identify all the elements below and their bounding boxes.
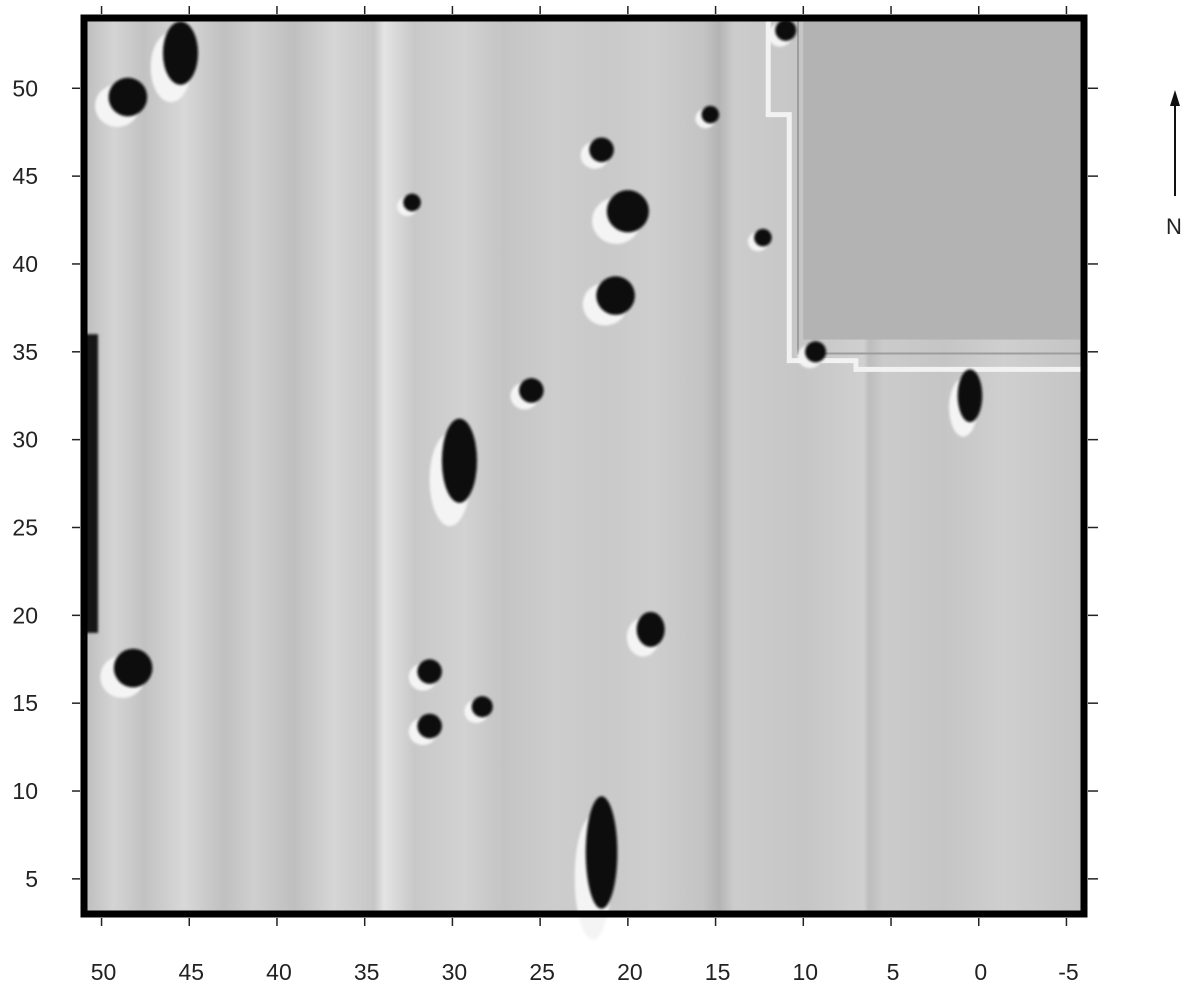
mask-edge-line bbox=[765, 18, 1084, 372]
x-tick-label: 5 bbox=[887, 959, 900, 985]
anomaly-mark bbox=[417, 659, 442, 684]
anomaly-mark bbox=[805, 341, 827, 363]
x-tick-label: 50 bbox=[91, 959, 117, 985]
anomaly-mark bbox=[957, 369, 983, 423]
anomaly-mark bbox=[162, 21, 199, 85]
anomaly-mark bbox=[417, 713, 442, 739]
north-arrow-head bbox=[1170, 90, 1180, 106]
x-tick-label: 10 bbox=[793, 959, 819, 985]
anomaly-mark bbox=[585, 796, 618, 909]
mask-shadow-line bbox=[797, 18, 1084, 355]
y-tick-label: 20 bbox=[12, 602, 38, 628]
y-tick-label: 50 bbox=[12, 75, 38, 101]
y-tick-label: 15 bbox=[12, 690, 38, 716]
anomaly-mark bbox=[606, 190, 649, 233]
gradiometer-plot bbox=[80, 14, 1088, 940]
anomaly-mark bbox=[636, 611, 665, 647]
x-tick-label: 15 bbox=[705, 959, 731, 985]
x-tick-label: 45 bbox=[178, 959, 204, 985]
anomaly-mark bbox=[113, 648, 153, 688]
y-tick-label: 30 bbox=[12, 427, 38, 453]
y-tick-label: 25 bbox=[12, 514, 38, 540]
anomaly-mark bbox=[403, 193, 421, 212]
y-tick-label: 10 bbox=[12, 778, 38, 804]
x-tick-label: 0 bbox=[974, 959, 987, 985]
x-tick-label: 30 bbox=[442, 959, 468, 985]
anomaly-mark bbox=[589, 137, 614, 163]
y-tick-label: 35 bbox=[12, 339, 38, 365]
y-tick-label: 5 bbox=[25, 866, 38, 892]
anomaly-mark bbox=[596, 276, 635, 315]
x-tick-label: -5 bbox=[1058, 959, 1078, 985]
y-axis: 50 45 40 35 30 25 20 15 10 5 bbox=[12, 75, 1098, 892]
anomaly-layer bbox=[95, 19, 983, 940]
x-axis: 50 45 40 35 30 25 20 15 10 5 0 -5 bbox=[91, 6, 1079, 985]
y-tick-label: 40 bbox=[12, 251, 38, 277]
x-tick-label: 20 bbox=[617, 959, 643, 985]
north-label: N bbox=[1166, 214, 1182, 239]
anomaly-mark bbox=[519, 378, 544, 403]
anomaly-mark bbox=[701, 105, 720, 124]
anomaly-mark bbox=[754, 228, 772, 247]
anomaly-mark bbox=[108, 77, 148, 117]
x-tick-label: 25 bbox=[529, 959, 555, 985]
anomaly-mark bbox=[471, 696, 493, 718]
anomaly-mark bbox=[441, 418, 477, 503]
y-tick-label: 45 bbox=[12, 163, 38, 189]
north-arrow: N bbox=[1166, 90, 1182, 239]
x-tick-label: 35 bbox=[354, 959, 380, 985]
x-tick-label: 40 bbox=[266, 959, 292, 985]
unsurveyed-area bbox=[803, 18, 1084, 340]
map-frame bbox=[80, 14, 1088, 918]
anomaly-mark bbox=[775, 19, 797, 41]
